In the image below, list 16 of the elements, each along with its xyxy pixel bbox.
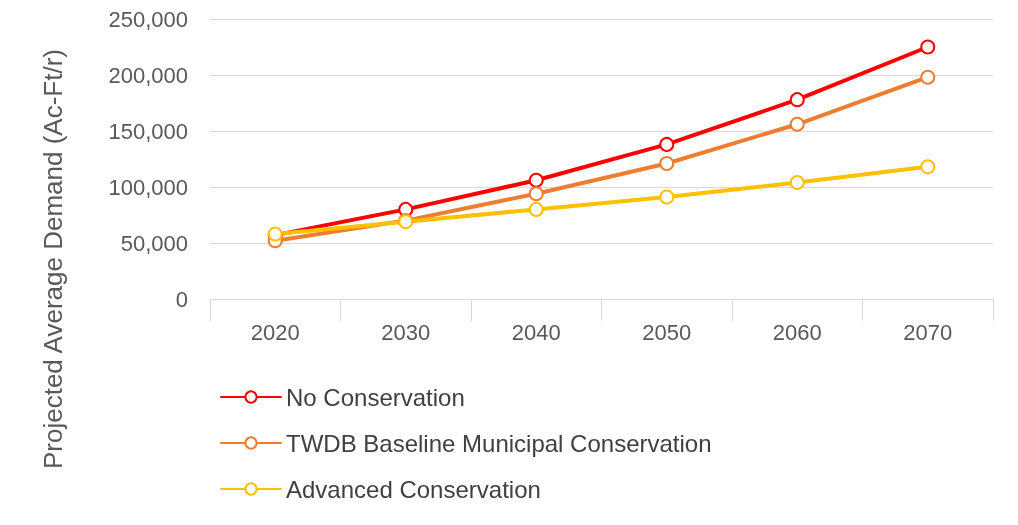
y-tick-label: 200,000 (108, 62, 188, 88)
x-tick-label: 2070 (903, 319, 953, 345)
y-tick-label: 250,000 (108, 6, 188, 32)
y-tick-label: 50,000 (120, 230, 188, 256)
legend-label: TWDB Baseline Municipal Conservation (286, 429, 712, 457)
y-axis-title: Projected Average Demand (Ac-Ft/r) (38, 48, 68, 470)
x-tick-label: 2030 (381, 319, 431, 345)
y-tick-label: 0 (175, 286, 188, 312)
x-tick-label: 2060 (772, 319, 822, 345)
y-tick-label: 100,000 (108, 174, 188, 200)
x-tick-label: 2020 (250, 319, 300, 345)
x-tick-label: 2040 (511, 319, 561, 345)
y-tick-label: 150,000 (108, 118, 188, 144)
legend-label: No Conservation (286, 383, 465, 411)
legend-label: Advanced Conservation (286, 475, 541, 503)
x-tick-label: 2050 (642, 319, 692, 345)
